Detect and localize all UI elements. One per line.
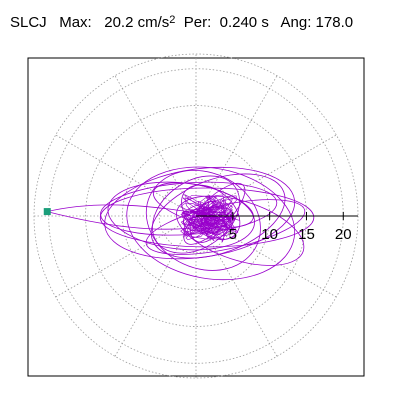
max-point-marker — [43, 208, 51, 216]
orbit-loop — [150, 173, 286, 259]
radial-tick-labels: 5 10 15 20 — [229, 226, 352, 243]
max-unit-exponent: 2 — [169, 14, 176, 26]
orbit-trace — [47, 166, 315, 281]
orbit-loop — [126, 166, 296, 281]
period-label: Per: — [183, 14, 212, 31]
max-unit: cm/s — [137, 14, 170, 31]
orbit-loop — [145, 199, 306, 255]
orbit-loop — [145, 170, 261, 271]
orbit-loop — [181, 184, 241, 240]
radial-tick-label: 5 — [229, 226, 237, 243]
station-code: SLCJ — [10, 14, 47, 31]
period-value: 0.240 s — [219, 14, 269, 31]
orbit-core — [180, 194, 240, 243]
max-value: 20.2 — [104, 14, 134, 31]
angle-label: Ang: — [280, 14, 312, 31]
orbit-loop — [152, 175, 240, 254]
chart-header: SLCJ Max: 20.2 cm/s2 Per: 0.240 s Ang: 1… — [10, 14, 353, 33]
radial-tick-label: 20 — [335, 226, 352, 243]
radial-axis — [196, 212, 358, 220]
radial-tick-label: 15 — [298, 226, 315, 243]
radial-tick-label: 10 — [261, 226, 278, 243]
max-label: Max: — [59, 14, 92, 31]
angle-value: 178.0 — [315, 14, 354, 31]
